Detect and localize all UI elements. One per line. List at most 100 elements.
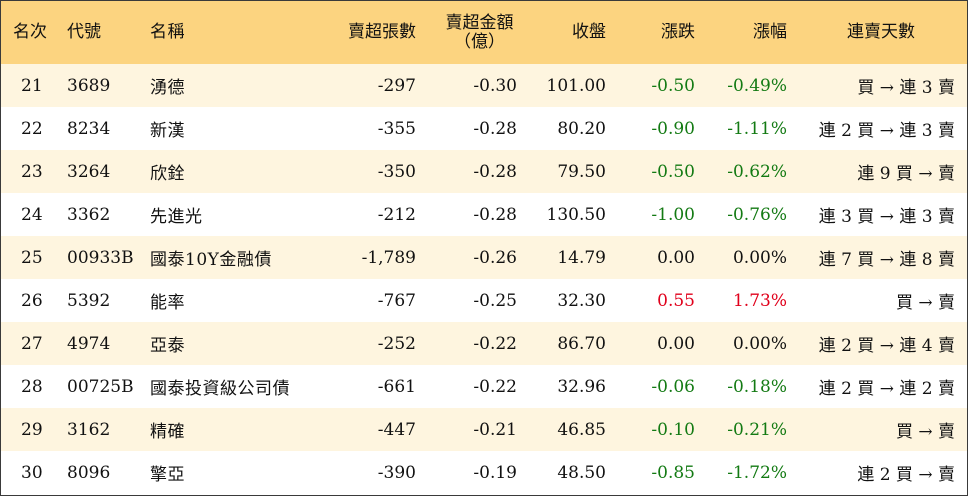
cell-code: 3689 <box>67 75 111 96</box>
header-row: 名次 代號 名稱 賣超張數 賣超金額 （億） 收盤 漲跌 漲幅 連賣天數 <box>1 1 967 64</box>
cell-consecutive-days: 連 2 買 → 連 2 賣 <box>818 379 955 399</box>
cell-net-sell-shares: -355 <box>377 118 416 139</box>
cell-consecutive-days: 連 2 買 → 連 3 賣 <box>818 121 955 141</box>
cell-net-sell-shares: -661 <box>377 376 416 397</box>
cell-code: 4974 <box>67 333 111 354</box>
cell-change-pct: -0.49% <box>727 75 787 96</box>
table-row: 22 8234 新漢 -355 -0.28 80.20 -0.90 -1.11%… <box>1 107 967 150</box>
cell-consecutive-days: 連 7 買 → 連 8 賣 <box>818 250 955 270</box>
header-net-sell-shares: 賣超張數 <box>348 22 416 42</box>
cell-name: 國泰投資級公司債 <box>150 379 290 399</box>
cell-net-sell-shares: -447 <box>377 419 416 440</box>
cell-net-sell-amount: -0.19 <box>473 462 517 483</box>
cell-net-sell-amount: -0.25 <box>473 290 517 311</box>
header-rank: 名次 <box>13 22 47 42</box>
cell-code: 5392 <box>67 290 111 311</box>
header-close: 收盤 <box>572 22 606 42</box>
cell-change-pct: 1.73% <box>732 290 787 311</box>
cell-name: 亞泰 <box>150 336 185 356</box>
cell-net-sell-shares: -1,789 <box>361 247 416 268</box>
cell-close: 80.20 <box>557 118 606 139</box>
cell-change: -0.90 <box>651 118 695 139</box>
cell-rank: 22 <box>21 118 43 139</box>
cell-name: 精確 <box>150 422 185 442</box>
header-net-sell-amount-line2: （億） <box>454 31 505 52</box>
cell-close: 79.50 <box>557 161 606 182</box>
cell-net-sell-amount: -0.22 <box>473 376 517 397</box>
cell-net-sell-shares: -297 <box>377 75 416 96</box>
cell-consecutive-days: 買 → 連 3 賣 <box>857 78 955 98</box>
cell-rank: 21 <box>21 75 43 96</box>
cell-name: 新漢 <box>150 121 185 141</box>
cell-net-sell-amount: -0.30 <box>473 75 517 96</box>
cell-close: 32.96 <box>557 376 606 397</box>
cell-code: 3362 <box>67 204 111 225</box>
cell-change: -1.00 <box>651 204 695 225</box>
cell-name: 欣銓 <box>150 164 185 184</box>
cell-change: -0.10 <box>651 419 695 440</box>
cell-code: 8096 <box>67 462 111 483</box>
cell-consecutive-days: 連 3 買 → 連 3 賣 <box>818 207 955 227</box>
cell-close: 46.85 <box>557 419 606 440</box>
header-name: 名稱 <box>150 22 185 42</box>
table-row: 30 8096 擎亞 -390 -0.19 48.50 -0.85 -1.72%… <box>1 451 967 494</box>
header-consecutive-days: 連賣天數 <box>847 22 915 42</box>
cell-close: 14.79 <box>557 247 606 268</box>
cell-rank: 27 <box>21 333 43 354</box>
cell-change: -0.50 <box>651 161 695 182</box>
cell-code: 00725B <box>67 376 134 397</box>
cell-close: 130.50 <box>546 204 606 225</box>
cell-rank: 28 <box>21 376 43 397</box>
cell-net-sell-shares: -767 <box>377 290 416 311</box>
header-change: 漲跌 <box>661 22 695 42</box>
cell-consecutive-days: 連 9 買 → 賣 <box>857 164 955 184</box>
cell-consecutive-days: 買 → 賣 <box>895 293 955 313</box>
header-net-sell-amount: 賣超金額 （億） <box>424 1 525 64</box>
cell-net-sell-shares: -212 <box>377 204 416 225</box>
table-body: 21 3689 湧德 -297 -0.30 101.00 -0.50 -0.49… <box>1 64 967 494</box>
cell-change-pct: -1.72% <box>727 462 787 483</box>
cell-change-pct: -1.11% <box>727 118 787 139</box>
cell-change: 0.00 <box>657 333 695 354</box>
cell-change-pct: 0.00% <box>732 333 787 354</box>
cell-net-sell-shares: -390 <box>377 462 416 483</box>
cell-change: -0.50 <box>651 75 695 96</box>
cell-name: 先進光 <box>150 207 203 227</box>
cell-change: -0.06 <box>651 376 695 397</box>
cell-net-sell-shares: -252 <box>377 333 416 354</box>
cell-rank: 30 <box>21 462 43 483</box>
header-change-pct: 漲幅 <box>753 22 787 42</box>
cell-change: -0.85 <box>651 462 695 483</box>
cell-name: 擎亞 <box>150 465 185 485</box>
cell-close: 48.50 <box>557 462 606 483</box>
cell-rank: 24 <box>21 204 43 225</box>
cell-name: 湧德 <box>150 78 185 98</box>
cell-change: 0.00 <box>657 247 695 268</box>
cell-net-sell-amount: -0.22 <box>473 333 517 354</box>
cell-net-sell-shares: -350 <box>377 161 416 182</box>
cell-rank: 25 <box>21 247 43 268</box>
cell-rank: 26 <box>21 290 43 311</box>
cell-consecutive-days: 連 2 買 → 連 4 賣 <box>818 336 955 356</box>
table-row: 21 3689 湧德 -297 -0.30 101.00 -0.50 -0.49… <box>1 64 967 107</box>
table-row: 29 3162 精確 -447 -0.21 46.85 -0.10 -0.21%… <box>1 408 967 451</box>
table-row: 26 5392 能率 -767 -0.25 32.30 0.55 1.73% 買… <box>1 279 967 322</box>
cell-net-sell-amount: -0.28 <box>473 161 517 182</box>
header-code: 代號 <box>67 22 101 42</box>
cell-net-sell-amount: -0.28 <box>473 204 517 225</box>
cell-change-pct: -0.76% <box>727 204 787 225</box>
cell-net-sell-amount: -0.21 <box>473 419 517 440</box>
cell-rank: 23 <box>21 161 43 182</box>
cell-rank: 29 <box>21 419 43 440</box>
cell-change: 0.55 <box>657 290 695 311</box>
cell-net-sell-amount: -0.26 <box>473 247 517 268</box>
cell-consecutive-days: 買 → 賣 <box>895 422 955 442</box>
table-row: 23 3264 欣銓 -350 -0.28 79.50 -0.50 -0.62%… <box>1 150 967 193</box>
cell-change-pct: -0.21% <box>727 419 787 440</box>
cell-change-pct: 0.00% <box>732 247 787 268</box>
cell-change-pct: -0.62% <box>727 161 787 182</box>
cell-change-pct: -0.18% <box>727 376 787 397</box>
table-row: 24 3362 先進光 -212 -0.28 130.50 -1.00 -0.7… <box>1 193 967 236</box>
